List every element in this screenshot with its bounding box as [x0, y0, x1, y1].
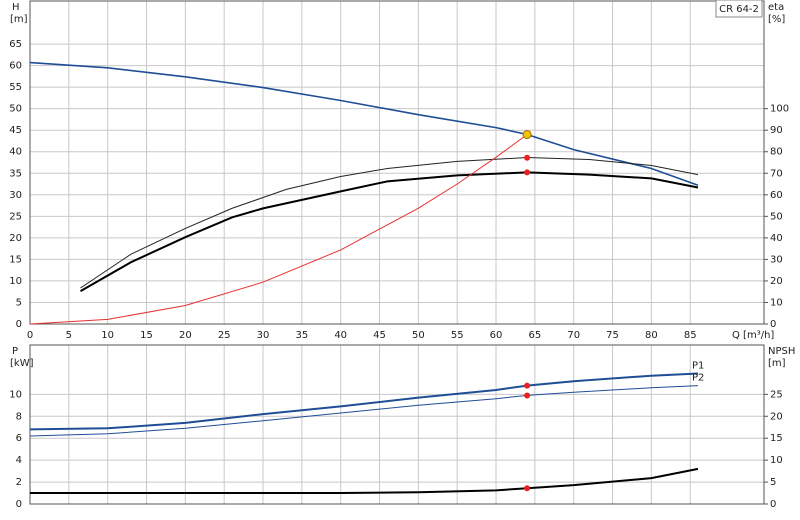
curve [29, 372, 699, 431]
y-tick-label: 10 [9, 389, 22, 400]
y-axis-label: P [12, 346, 18, 357]
x-tick-label: 0 [27, 330, 33, 341]
plot-frame [29, 344, 765, 505]
y-tick-label: 0 [16, 499, 22, 510]
y-tick-label: 8 [16, 411, 22, 422]
y-tick-label: 5 [16, 297, 22, 308]
x-tick-label: 65 [529, 330, 542, 341]
y2-tick-label: 5 [770, 477, 776, 488]
y-tick-label: 15 [9, 254, 22, 265]
x-tick-label: 30 [257, 330, 270, 341]
y-tick-label: 60 [9, 61, 22, 72]
curve [29, 61, 699, 187]
curve [30, 467, 699, 494]
operating-point [524, 382, 531, 389]
x-tick-label: 45 [373, 330, 386, 341]
curve [29, 134, 528, 325]
y2-tick-label: 30 [770, 254, 783, 265]
x-tick-label: 35 [295, 330, 308, 341]
y2-tick-label: 40 [770, 233, 783, 244]
x-axis-label: Q [m³/h] [732, 330, 774, 341]
y2-tick-label: 0 [770, 499, 776, 510]
y-tick-label: 10 [9, 276, 22, 287]
x-tick-label: 50 [412, 330, 425, 341]
y2-tick-label: 20 [770, 411, 783, 422]
y-tick-label: 25 [9, 211, 22, 222]
y-axis-unit: [m] [10, 14, 28, 25]
y-tick-label: 50 [9, 104, 22, 115]
y2-tick-label: 15 [770, 433, 783, 444]
y2-tick-label: 70 [770, 168, 783, 179]
y-tick-label: 20 [9, 233, 22, 244]
y2-tick-label: 0 [770, 319, 776, 330]
y-tick-label: 35 [9, 168, 22, 179]
operating-point [524, 392, 531, 399]
x-tick-label: 85 [684, 330, 697, 341]
y2-axis-label: NPSH [768, 346, 795, 357]
y-tick-label: 55 [9, 82, 22, 93]
curve [80, 156, 699, 289]
y2-axis-unit: [m] [768, 358, 786, 369]
x-tick-label: 70 [567, 330, 580, 341]
y-axis-unit: [kW] [10, 358, 34, 369]
y2-tick-label: 10 [770, 455, 783, 466]
x-tick-label: 40 [334, 330, 347, 341]
y-tick-label: 40 [9, 147, 22, 158]
x-tick-label: 80 [645, 330, 658, 341]
operating-point [524, 154, 531, 161]
y-tick-label: 0 [16, 319, 22, 330]
y-tick-label: 65 [9, 39, 22, 50]
curve [29, 385, 699, 437]
y-axis-label: H [12, 2, 20, 13]
operating-point [522, 130, 532, 140]
operating-point [524, 169, 531, 176]
x-tick-label: 25 [218, 330, 231, 341]
y2-tick-label: 50 [770, 211, 783, 222]
series-label: P2 [692, 373, 704, 384]
x-tick-label: 75 [606, 330, 619, 341]
y2-tick-label: 10 [770, 297, 783, 308]
y-tick-label: 4 [16, 455, 22, 466]
y2-axis-label: eta [768, 2, 784, 13]
y2-tick-label: 25 [770, 389, 783, 400]
plot-frame [29, 0, 765, 325]
operating-point [524, 485, 531, 492]
series-label: P1 [692, 361, 704, 372]
y2-axis-unit: [%] [768, 14, 785, 25]
x-tick-label: 60 [490, 330, 503, 341]
y2-tick-label: 90 [770, 125, 783, 136]
y2-tick-label: 20 [770, 276, 783, 287]
title-box [715, 0, 763, 18]
y-tick-label: 6 [16, 433, 22, 444]
x-tick-label: 10 [101, 330, 114, 341]
y2-tick-label: 60 [770, 190, 783, 201]
y2-tick-label: 100 [770, 104, 789, 115]
curve [80, 171, 699, 292]
y2-tick-label: 80 [770, 147, 783, 158]
x-tick-label: 20 [179, 330, 192, 341]
chart-title: CR 64-2 [719, 4, 759, 15]
x-tick-label: 55 [451, 330, 464, 341]
y-tick-label: 2 [16, 477, 22, 488]
y-tick-label: 45 [9, 125, 22, 136]
x-tick-label: 5 [66, 330, 72, 341]
x-tick-label: 15 [140, 330, 153, 341]
y-tick-label: 30 [9, 190, 22, 201]
